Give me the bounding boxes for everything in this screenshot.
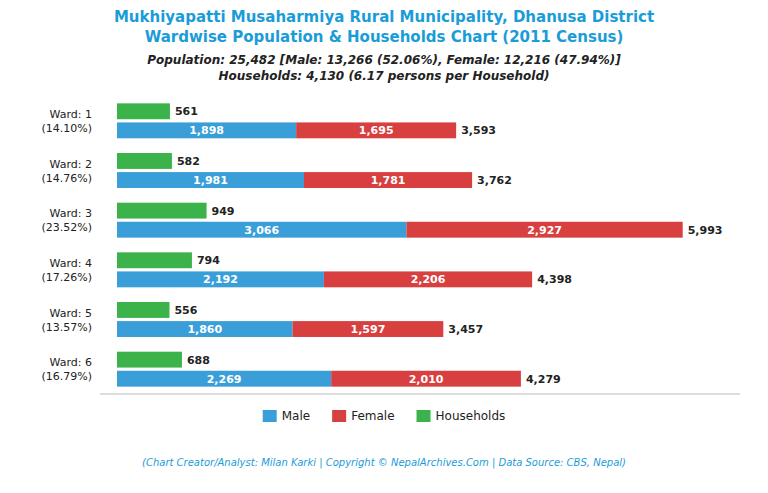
bar (304, 172, 472, 188)
category-label-line: Ward: 1 (50, 108, 92, 121)
data-label: 1,695 (359, 124, 394, 137)
data-label: 582 (177, 155, 200, 168)
category-label: Ward: 6(16.79%) (41, 356, 92, 383)
legend-label: Male (282, 409, 310, 423)
legend: Male Female Households (263, 409, 506, 423)
data-label: 2,010 (409, 373, 444, 386)
data-label: 1,597 (351, 323, 386, 336)
data-label: 561 (175, 105, 198, 118)
legend-item: Households (417, 409, 506, 423)
total-label: 4,398 (537, 273, 572, 286)
data-labels: 561 1,898 1,695 3,593 582 1,981 1,781 3,762 949 3… (174, 105, 722, 385)
total-label: 3,457 (448, 323, 483, 336)
title: Mukhiyapatti Musaharmiya Rural Municipal… (114, 8, 654, 46)
category-label-line: Ward: 4 (50, 257, 92, 270)
category-label-line: Ward: 6 (50, 356, 92, 369)
bar (117, 172, 304, 188)
category-label: Ward: 4(17.26%) (41, 257, 92, 284)
category-label: Ward: 5(13.57%) (41, 307, 92, 334)
category-label: Ward: 2(14.76%) (41, 158, 92, 185)
bar (117, 271, 324, 287)
category-label-line: (16.79%) (41, 370, 92, 383)
bar (117, 321, 293, 337)
legend-label: Female (351, 409, 394, 423)
data-label: 1,860 (187, 323, 222, 336)
legend-swatch (417, 410, 431, 422)
data-label: 556 (174, 304, 197, 317)
legend-item: Male (263, 409, 310, 423)
legend-swatch (263, 410, 277, 422)
data-label: 2,269 (207, 373, 242, 386)
data-label: 3,066 (244, 224, 279, 237)
footer: (Chart Creator/Analyst: Milan Karki | Co… (142, 457, 626, 469)
data-label: 2,192 (203, 273, 238, 286)
bar (117, 352, 182, 368)
legend-item: Female (332, 409, 394, 423)
category-label-line: Ward: 2 (50, 158, 92, 171)
bar (117, 252, 192, 268)
data-label: 1,898 (189, 124, 224, 137)
total-label: 5,993 (688, 224, 723, 237)
title-line: Mukhiyapatti Musaharmiya Rural Municipal… (114, 8, 654, 26)
category-label-line: Ward: 5 (50, 307, 92, 320)
data-label: 1,981 (193, 174, 228, 187)
background (0, 0, 768, 493)
bar (331, 371, 521, 387)
data-label: 688 (187, 354, 210, 367)
data-label: 1,781 (371, 174, 406, 187)
category-label-line: (23.52%) (41, 221, 92, 234)
bar (117, 122, 296, 138)
bar (117, 153, 172, 169)
x-axis-line (100, 394, 740, 395)
bar (293, 321, 444, 337)
bar (296, 122, 456, 138)
legend-label: Households (436, 409, 506, 423)
total-label: 4,279 (526, 373, 561, 386)
category-label: Ward: 1(14.10%) (41, 108, 92, 135)
bar (406, 222, 682, 238)
data-label: 794 (197, 254, 220, 267)
bar (324, 271, 532, 287)
total-label: 3,593 (461, 124, 496, 137)
data-label: 2,206 (411, 273, 446, 286)
category-label: Ward: 3(23.52%) (41, 207, 92, 234)
data-label: 2,927 (527, 224, 562, 237)
bar (117, 103, 170, 119)
bar (117, 222, 406, 238)
subtitle-line: Population: 25,482 [Male: 13,266 (52.06%… (147, 53, 621, 67)
bar (117, 302, 169, 318)
category-label-line: (13.57%) (41, 321, 92, 334)
legend-swatch (332, 410, 346, 422)
bars (117, 103, 683, 386)
chart: Mukhiyapatti Musaharmiya Rural Municipal… (0, 0, 768, 493)
category-label-line: (14.76%) (41, 172, 92, 185)
title-line: Wardwise Population & Households Chart (… (145, 28, 624, 46)
subtitle: Population: 25,482 [Male: 13,266 (52.06%… (147, 53, 621, 83)
category-label-line: (17.26%) (41, 271, 92, 284)
subtitle-line: Households: 4,130 (6.17 persons per Hous… (219, 69, 550, 83)
bar (117, 371, 331, 387)
category-label-line: (14.10%) (41, 122, 92, 135)
bar (117, 203, 207, 219)
total-label: 3,762 (477, 174, 512, 187)
category-label-line: Ward: 3 (50, 207, 92, 220)
data-label: 949 (212, 205, 235, 218)
